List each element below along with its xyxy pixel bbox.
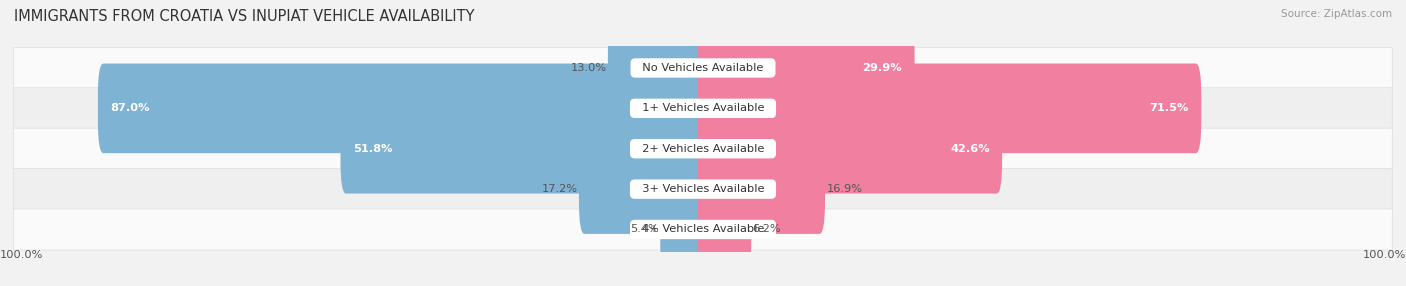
FancyBboxPatch shape <box>697 63 1201 153</box>
Text: 13.0%: 13.0% <box>571 63 606 73</box>
Text: No Vehicles Available: No Vehicles Available <box>636 63 770 73</box>
FancyBboxPatch shape <box>14 47 1392 89</box>
Text: 17.2%: 17.2% <box>541 184 578 194</box>
Text: 42.6%: 42.6% <box>950 144 990 154</box>
Text: 16.9%: 16.9% <box>827 184 862 194</box>
Text: 87.0%: 87.0% <box>110 103 150 113</box>
Text: 6.2%: 6.2% <box>752 225 782 235</box>
FancyBboxPatch shape <box>14 88 1392 129</box>
FancyBboxPatch shape <box>661 185 709 274</box>
Text: 100.0%: 100.0% <box>0 251 44 261</box>
Text: Source: ZipAtlas.com: Source: ZipAtlas.com <box>1281 9 1392 19</box>
FancyBboxPatch shape <box>697 104 1002 194</box>
Text: 51.8%: 51.8% <box>353 144 392 154</box>
FancyBboxPatch shape <box>697 144 825 234</box>
Text: 71.5%: 71.5% <box>1150 103 1189 113</box>
FancyBboxPatch shape <box>98 63 709 153</box>
Text: 29.9%: 29.9% <box>862 63 903 73</box>
FancyBboxPatch shape <box>697 23 914 113</box>
FancyBboxPatch shape <box>14 168 1392 210</box>
Text: 2+ Vehicles Available: 2+ Vehicles Available <box>634 144 772 154</box>
Text: 5.4%: 5.4% <box>630 225 659 235</box>
FancyBboxPatch shape <box>697 185 751 274</box>
Text: IMMIGRANTS FROM CROATIA VS INUPIAT VEHICLE AVAILABILITY: IMMIGRANTS FROM CROATIA VS INUPIAT VEHIC… <box>14 9 475 23</box>
FancyBboxPatch shape <box>14 128 1392 169</box>
Text: 100.0%: 100.0% <box>1362 251 1406 261</box>
FancyBboxPatch shape <box>340 104 709 194</box>
FancyBboxPatch shape <box>579 144 709 234</box>
FancyBboxPatch shape <box>607 23 709 113</box>
Text: 4+ Vehicles Available: 4+ Vehicles Available <box>634 225 772 235</box>
FancyBboxPatch shape <box>14 209 1392 250</box>
Text: 3+ Vehicles Available: 3+ Vehicles Available <box>634 184 772 194</box>
Text: 1+ Vehicles Available: 1+ Vehicles Available <box>634 103 772 113</box>
